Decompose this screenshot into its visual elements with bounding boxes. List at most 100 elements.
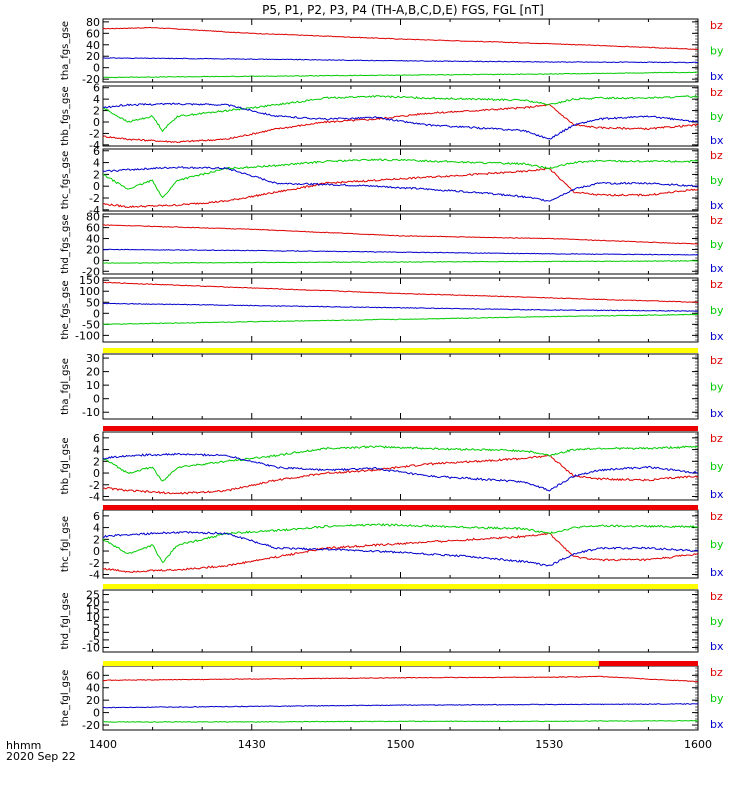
y-tick-label: -10 [82, 641, 100, 654]
legend-bz: bz [710, 590, 723, 603]
y-tick-label: -4 [89, 139, 100, 152]
y-tick-label: 0 [93, 626, 100, 639]
y-tick-label: 6 [93, 145, 100, 158]
legend-bx: bx [710, 134, 724, 147]
y-tick-label: 30 [86, 352, 100, 365]
y-tick-label: -2 [89, 127, 100, 140]
legend-by: by [710, 110, 724, 123]
legend-bx: bx [710, 70, 724, 83]
y-tick-label: 20 [86, 366, 100, 379]
y-tick-label: 5 [93, 619, 100, 632]
legend-by: by [710, 460, 724, 473]
y-tick-label: -4 [89, 490, 100, 503]
y-axis-label: thd_fgs_gse [60, 214, 71, 273]
y-tick-label: 0 [93, 467, 100, 480]
y-tick-label: 20 [86, 243, 100, 256]
legend-by: by [710, 45, 724, 58]
time-tick-label: 1530 [535, 738, 563, 751]
y-tick-label: 6 [93, 432, 100, 445]
legend-by: by [710, 615, 724, 628]
y-tick-label: 15 [86, 604, 100, 617]
legend-bx: bx [710, 407, 724, 420]
legend-bx: bx [710, 566, 724, 579]
legend-bz: bz [710, 19, 723, 32]
legend-bx: bx [710, 262, 724, 275]
y-tick-label: 4 [93, 157, 100, 170]
panel-frame [102, 665, 699, 731]
series-bx [103, 302, 698, 312]
legend-bx: bx [710, 199, 724, 212]
status-bar-red [103, 505, 698, 510]
time-axis-label: hhmm [6, 739, 41, 752]
time-tick-label: 1600 [684, 738, 712, 751]
legend-bz: bz [710, 214, 723, 227]
y-axis-label: the_fgl_gse [60, 670, 71, 727]
y-tick-label: 2 [93, 533, 100, 546]
y-axis-label: tha_fgs_gse [60, 21, 71, 80]
y-tick-label: -50 [82, 318, 100, 331]
panel-frame [102, 353, 699, 420]
y-tick-label: 4 [93, 522, 100, 535]
series-by [103, 313, 698, 326]
legend-bz: bz [710, 149, 723, 162]
y-tick-label: 40 [86, 233, 100, 246]
series-bx [103, 57, 698, 64]
legend-bz: bz [710, 432, 723, 445]
y-tick-label: 40 [86, 682, 100, 695]
y-tick-label: 2 [93, 105, 100, 118]
series-bx [103, 102, 698, 140]
series-bz [103, 224, 698, 245]
status-bar-yellow [103, 661, 599, 666]
legend-by: by [710, 304, 724, 317]
y-axis-label: tha_fgl_gse [60, 358, 71, 415]
status-bar-red [598, 661, 698, 666]
legend-bx: bx [710, 330, 724, 343]
y-tick-label: 10 [86, 379, 100, 392]
legend-bx: bx [710, 640, 724, 653]
y-tick-label: 25 [86, 589, 100, 602]
series-bx [103, 248, 698, 256]
y-tick-label: 10 [86, 611, 100, 624]
legend-by: by [710, 538, 724, 551]
legend-bz: bz [710, 510, 723, 523]
y-tick-label: 20 [86, 694, 100, 707]
panel-frame [102, 148, 699, 212]
y-tick-label: 100 [79, 285, 100, 298]
y-tick-label: 0 [93, 116, 100, 129]
legend-by: by [710, 381, 724, 394]
panel-frame [102, 277, 699, 343]
series-by [103, 719, 698, 723]
y-tick-label: 2 [93, 168, 100, 181]
y-tick-label: -2 [89, 479, 100, 492]
y-tick-label: 80 [86, 211, 100, 224]
date-label: 2020 Sep 22 [6, 750, 76, 763]
y-axis-label: thc_fgl_gse [60, 516, 71, 572]
status-bar-red [103, 426, 698, 431]
y-tick-label: 150 [79, 274, 100, 287]
status-bar-yellow [103, 348, 698, 353]
status-bars-group [103, 348, 698, 666]
y-tick-label: 0 [93, 62, 100, 75]
y-tick-label: 0 [93, 545, 100, 558]
y-tick-label: 6 [93, 510, 100, 523]
y-tick-label: -20 [82, 719, 100, 732]
y-axis-label: thd_fgl_gse [60, 593, 71, 650]
y-tick-label: 2 [93, 455, 100, 468]
y-tick-label: 0 [93, 254, 100, 267]
series-bz [103, 454, 698, 495]
panel-frame [102, 18, 699, 83]
series-bx [103, 530, 698, 567]
series-bz [103, 167, 698, 209]
y-tick-label: -5 [89, 634, 100, 647]
y-axis-label: the_fgs_gse [60, 280, 71, 339]
series-bx [103, 703, 698, 709]
legend-bx: bx [710, 488, 724, 501]
